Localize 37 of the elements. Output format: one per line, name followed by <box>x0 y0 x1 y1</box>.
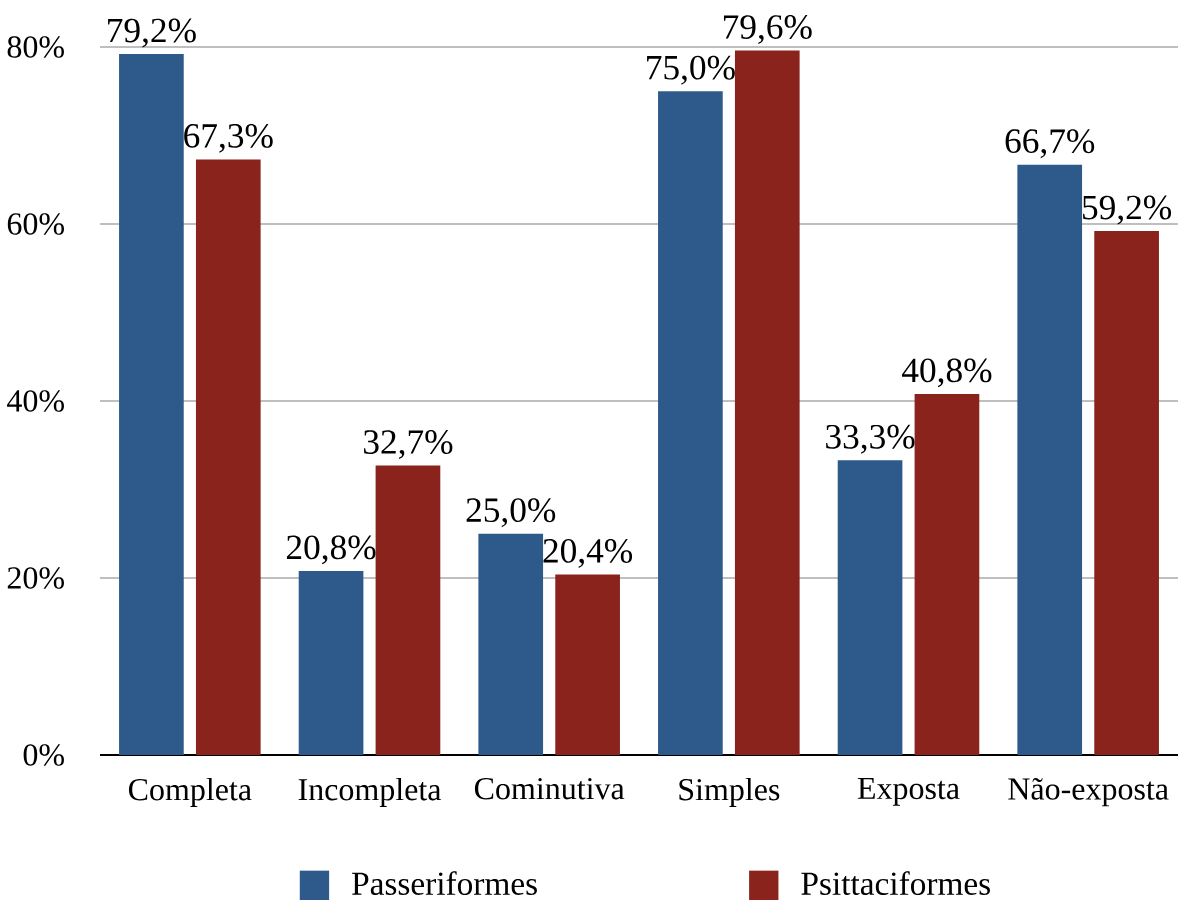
bar <box>478 533 544 755</box>
y-tick-label: 80% <box>7 36 64 58</box>
data-label: 40,8% <box>902 358 992 388</box>
data-label: 66,7% <box>1005 129 1095 159</box>
bar <box>195 159 261 755</box>
y-tick-label: 60% <box>7 213 64 235</box>
data-label: 79,6% <box>723 15 812 44</box>
data-label: 59,2% <box>1083 195 1172 225</box>
data-label: 67,3% <box>184 123 273 153</box>
x-tick-label: Incompleta <box>298 777 442 807</box>
bar <box>914 393 980 755</box>
data-label: 20,8% <box>286 535 376 565</box>
data-label: 25,0% <box>466 498 556 528</box>
bar <box>658 91 723 755</box>
data-label: 79,2% <box>108 18 196 48</box>
data-label: 20,4% <box>543 538 633 568</box>
bar <box>1094 231 1159 755</box>
bar <box>555 574 620 755</box>
bar <box>1017 164 1083 755</box>
data-label: 32,7% <box>364 430 453 460</box>
bar <box>119 54 184 755</box>
x-tick-label: Exposta <box>857 777 960 806</box>
x-tick-label: Não-exposta <box>1008 777 1169 807</box>
x-tick-label: Completa <box>128 777 252 807</box>
legend-label: Psittaciformes <box>801 871 990 895</box>
bar <box>375 465 441 755</box>
y-tick-label: 20% <box>7 567 64 589</box>
data-label: 33,3% <box>826 424 915 454</box>
y-tick-label: 40% <box>7 390 64 412</box>
bar <box>298 570 364 755</box>
bar <box>837 460 903 755</box>
x-tick-label: Cominutiva <box>474 777 625 800</box>
x-tick-label: Simples <box>679 777 780 807</box>
legend-label: Passeriformes <box>352 871 537 895</box>
y-tick-label: 0% <box>23 744 64 766</box>
data-label: 75,0% <box>647 55 735 85</box>
bar <box>734 50 800 755</box>
